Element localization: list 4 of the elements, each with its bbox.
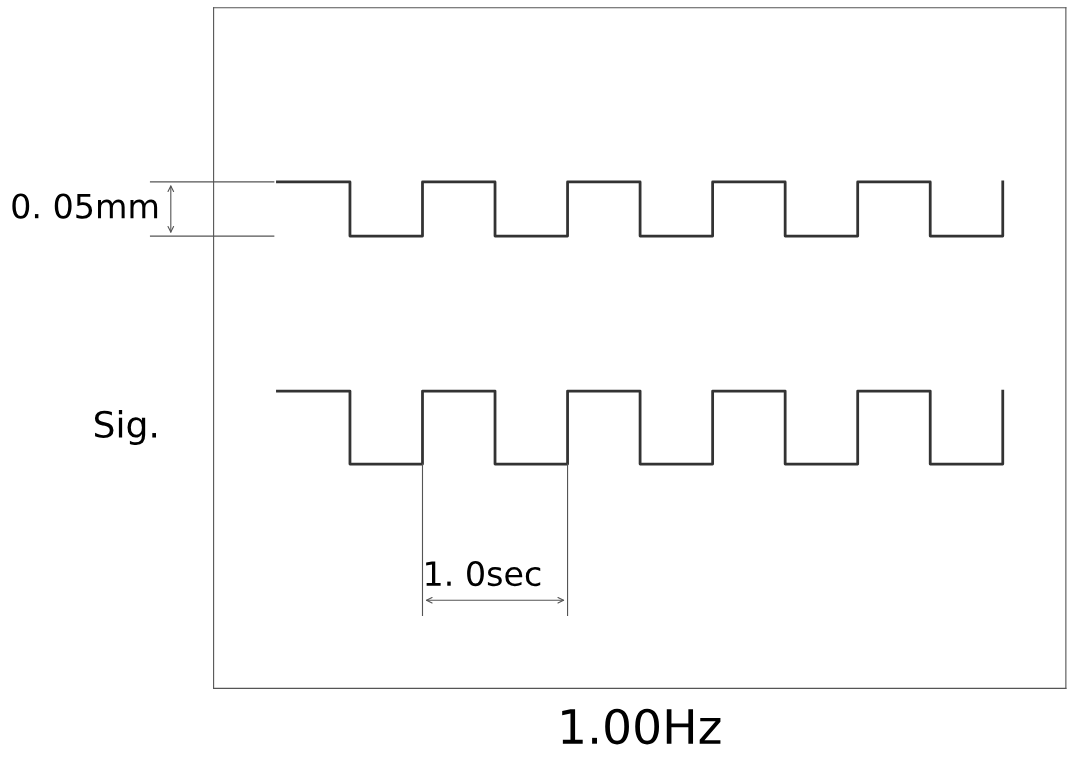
text: 0. 05mm xyxy=(12,193,158,219)
x-axis-title: 1.00Hz xyxy=(562,708,721,745)
text: Sig. xyxy=(94,410,157,446)
annotation: 1. 0sec xyxy=(426,560,541,587)
